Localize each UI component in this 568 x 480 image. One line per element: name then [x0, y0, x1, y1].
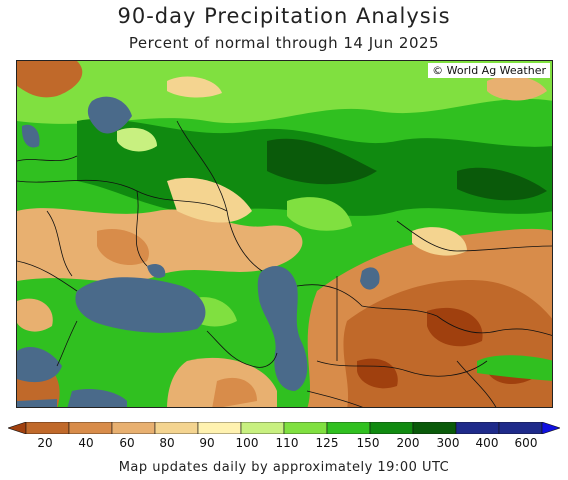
legend-swatch [369, 422, 414, 434]
legend-swatch [111, 422, 156, 434]
legend-label: 40 [78, 436, 94, 450]
legend-label: 20 [37, 436, 53, 450]
legend-swatch [412, 422, 457, 434]
color-legend-bar [8, 422, 560, 434]
legend-swatch [154, 422, 199, 434]
legend-swatch [240, 422, 285, 434]
legend-swatch [455, 422, 500, 434]
legend-swatch [498, 422, 543, 434]
precipitation-map: © World Ag Weather [16, 60, 553, 408]
map-credit: © World Ag Weather [428, 63, 550, 78]
legend-label: 200 [396, 436, 420, 450]
legend-swatch [25, 422, 70, 434]
legend-label: 400 [475, 436, 499, 450]
legend-label: 110 [275, 436, 299, 450]
legend-label: 125 [315, 436, 339, 450]
map-canvas [17, 61, 552, 407]
map-subtitle: Percent of normal through 14 Jun 2025 [128, 34, 440, 52]
legend-label: 100 [235, 436, 259, 450]
legend-swatch [197, 422, 242, 434]
legend-label: 90 [199, 436, 215, 450]
legend-swatch [283, 422, 328, 434]
footer-note: Map updates daily by approximately 19:00… [118, 460, 450, 475]
legend-label: 600 [514, 436, 538, 450]
color-legend-labels: 20 40 60 80 90 100 110 125 150 200 300 4… [0, 436, 568, 452]
legend-arrow-high [541, 422, 560, 434]
legend-arrow-low [8, 422, 27, 434]
legend-swatch [68, 422, 113, 434]
legend-label: 150 [356, 436, 380, 450]
legend-swatch [326, 422, 371, 434]
map-title: 90-day Precipitation Analysis [117, 4, 451, 28]
legend-label: 80 [159, 436, 175, 450]
legend-label: 300 [436, 436, 460, 450]
legend-label: 60 [119, 436, 135, 450]
